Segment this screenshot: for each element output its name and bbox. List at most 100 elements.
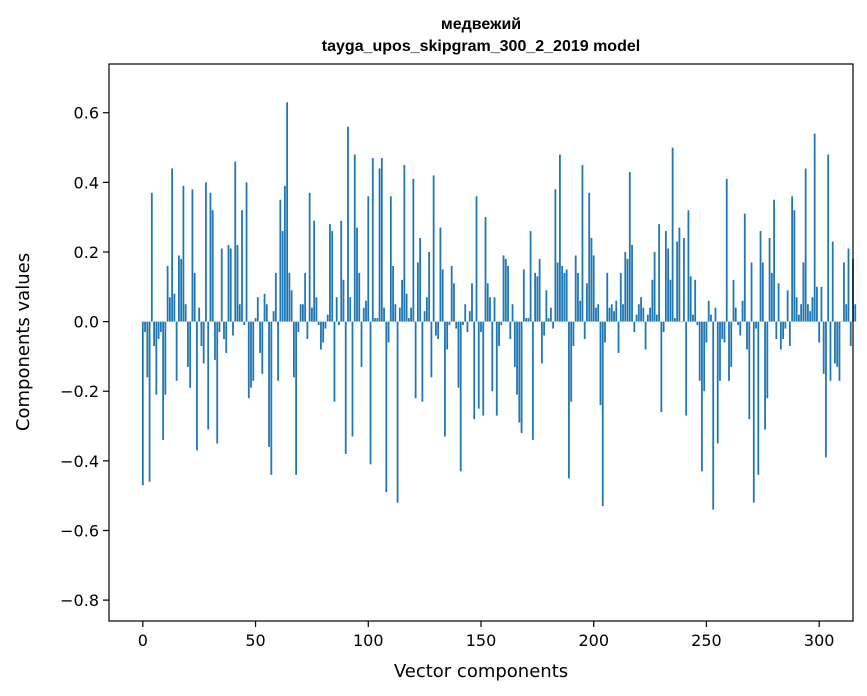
bar-component-26	[200, 321, 203, 346]
bar-component-225	[649, 307, 651, 322]
bar-component-141	[459, 321, 462, 472]
bar-component-151	[482, 321, 485, 416]
bar-component-10	[164, 321, 167, 395]
bar-component-11	[166, 265, 169, 322]
bar-component-55	[265, 304, 268, 322]
bar-component-157	[495, 321, 498, 416]
bar-component-9	[162, 321, 165, 440]
bar-component-29	[207, 321, 210, 430]
bar-component-274	[759, 231, 762, 322]
bar-component-89	[342, 279, 345, 322]
bar-component-93	[351, 321, 354, 437]
bar-component-198	[588, 192, 591, 322]
bar-component-153	[486, 283, 489, 322]
bar-component-59	[274, 272, 277, 322]
bar-component-285	[784, 321, 787, 329]
bar-component-244	[692, 314, 694, 322]
bar-component-109	[387, 321, 390, 343]
bar-component-304	[827, 154, 830, 322]
bar-component-190	[570, 321, 573, 402]
bar-component-314	[849, 321, 852, 346]
bar-component-125	[423, 311, 426, 322]
bar-component-173	[531, 321, 534, 440]
bar-component-20	[187, 321, 189, 367]
bar-component-128	[430, 321, 433, 378]
bar-component-53	[261, 321, 264, 374]
bar-component-260	[728, 321, 730, 381]
bar-component-15	[175, 321, 178, 381]
y-axis-label: Components values	[13, 253, 34, 431]
bar-component-100	[367, 196, 370, 322]
bar-component-111	[392, 265, 394, 322]
bar-component-150	[480, 321, 482, 333]
bar-component-229	[658, 224, 661, 322]
bar-component-134	[444, 321, 446, 437]
bar-component-210	[615, 300, 618, 322]
bar-component-44	[241, 210, 243, 322]
bar-component-255	[716, 321, 719, 444]
bar-component-253	[712, 321, 715, 510]
bar-component-90	[344, 321, 347, 454]
bar-component-295	[807, 304, 809, 322]
bar-component-202	[597, 304, 600, 322]
x-tick-label: 100	[353, 631, 384, 650]
bar-component-137	[450, 265, 453, 322]
bar-component-105	[378, 168, 381, 322]
bar-component-23	[193, 272, 196, 322]
bar-component-41	[234, 161, 237, 322]
bar-component-281	[775, 321, 778, 340]
bar-component-199	[590, 238, 593, 322]
bar-component-136	[448, 321, 451, 326]
plot-area	[109, 64, 853, 621]
bar-component-192	[574, 255, 577, 322]
bar-component-223	[644, 321, 647, 350]
x-tick-label: 50	[245, 631, 265, 650]
bar-component-103	[374, 318, 376, 322]
bar-component-266	[741, 300, 744, 322]
y-tick-label: 0.6	[74, 104, 99, 123]
bar-component-187	[563, 272, 566, 322]
bar-component-68	[295, 321, 298, 475]
bar-component-34	[218, 321, 221, 333]
bar-component-156	[493, 297, 496, 322]
bar-component-24	[196, 321, 198, 451]
bar-component-114	[398, 307, 401, 322]
bar-component-94	[353, 154, 356, 322]
bar-component-176	[538, 258, 541, 322]
bar-component-179	[545, 290, 548, 322]
bar-component-135	[446, 321, 449, 350]
x-axis-label: Vector components	[394, 661, 568, 682]
bar-component-302	[822, 321, 825, 374]
x-tick-label: 300	[804, 631, 835, 650]
bar-component-221	[640, 297, 642, 322]
bar-component-123	[419, 238, 422, 322]
plot-frame	[108, 63, 854, 622]
bar-component-83	[329, 224, 331, 322]
bar-component-299	[816, 286, 818, 322]
bar-component-226	[651, 279, 654, 322]
bar-component-171	[527, 318, 530, 322]
bar-component-178	[543, 321, 546, 336]
bar-component-66	[290, 290, 293, 322]
bar-component-32	[214, 321, 216, 360]
bar-component-31	[211, 210, 214, 322]
bar-component-97	[360, 321, 363, 367]
bar-component-182	[552, 321, 555, 329]
bar-component-307	[834, 321, 836, 364]
bar-component-247	[698, 321, 701, 381]
bar-component-99	[365, 300, 367, 322]
bar-component-234	[669, 279, 672, 322]
bar-component-124	[421, 321, 424, 402]
bar-component-18	[182, 185, 185, 322]
bar-component-311	[843, 262, 845, 322]
bar-component-57	[270, 321, 273, 475]
bar-component-102	[371, 157, 374, 322]
bar-component-0	[141, 321, 144, 486]
bar-component-60	[277, 321, 279, 381]
bar-component-293	[802, 262, 805, 322]
bar-component-166	[516, 321, 518, 395]
bar-component-269	[748, 321, 751, 420]
bar-component-132	[439, 227, 442, 322]
bar-component-236	[673, 318, 676, 322]
bar-component-92	[349, 297, 352, 322]
